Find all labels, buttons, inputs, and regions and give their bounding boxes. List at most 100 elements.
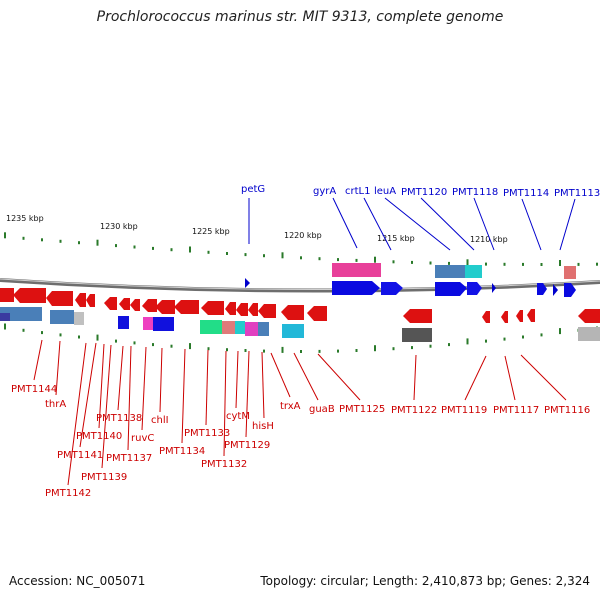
gene-box[interactable]	[402, 328, 432, 342]
gene-arrow[interactable]	[527, 309, 535, 322]
gene-label-guaB[interactable]: guaB	[309, 404, 335, 415]
gene-label-chlI[interactable]: chlI	[151, 415, 169, 426]
gene-box[interactable]	[235, 321, 245, 334]
gene-arrow[interactable]	[13, 288, 46, 303]
gene-arrow[interactable]	[403, 309, 432, 323]
scale-tick	[207, 347, 210, 351]
gene-arrow[interactable]	[281, 305, 304, 320]
gene-box[interactable]	[74, 312, 84, 325]
scale-tick	[540, 333, 543, 337]
gene-arrow[interactable]	[104, 297, 117, 310]
gene-arrow[interactable]	[578, 309, 600, 323]
gene-label-PMT1139[interactable]: PMT1139	[81, 472, 127, 483]
gene-label-PMT1137[interactable]: PMT1137	[106, 453, 152, 464]
gene-box[interactable]	[435, 265, 465, 278]
gene-label-PMT1113[interactable]: PMT1113	[554, 188, 600, 199]
gene-arrow-PMT1120[interactable]	[467, 282, 482, 295]
gene-arrow[interactable]	[236, 303, 248, 316]
gene-label-PMT1116[interactable]: PMT1116	[544, 405, 590, 416]
gene-box[interactable]	[332, 263, 381, 277]
genome-backbone	[0, 278, 600, 293]
gene-arrow[interactable]	[75, 293, 86, 307]
scale-tick	[22, 328, 25, 332]
gene-arrow[interactable]	[130, 299, 140, 311]
scale-tick	[41, 331, 43, 335]
gene-label-ruvC[interactable]: ruvC	[131, 433, 154, 444]
gene-arrow[interactable]	[0, 288, 14, 302]
gene-arrow[interactable]	[225, 302, 236, 315]
gene-label-PMT1141[interactable]: PMT1141	[57, 450, 103, 461]
gene-label-PMT1140[interactable]: PMT1140	[76, 431, 122, 442]
gene-box[interactable]	[564, 266, 576, 279]
gene-label-leuA[interactable]: leuA	[374, 186, 396, 197]
gene-label-PMT1129[interactable]: PMT1129	[224, 440, 270, 451]
gene-arrow-PMT1113[interactable]	[553, 284, 558, 296]
gene-arrow-PMT1114[interactable]	[537, 283, 547, 295]
gene-label-hisH[interactable]: hisH	[252, 421, 274, 432]
gene-arrow[interactable]	[201, 301, 224, 315]
gene-box[interactable]	[245, 322, 258, 336]
reverse-strand	[0, 288, 600, 342]
gene-label-PMT1117[interactable]: PMT1117	[493, 405, 539, 416]
gene-box[interactable]	[143, 317, 153, 330]
gene-label-cytM[interactable]: cytM	[226, 411, 250, 422]
gene-arrow[interactable]	[46, 291, 73, 306]
gene-arrow[interactable]	[307, 306, 327, 321]
gene-label-PMT1138[interactable]: PMT1138	[96, 413, 142, 424]
scale-tick	[59, 239, 62, 243]
scale-tick	[300, 350, 302, 353]
gene-arrow[interactable]	[248, 303, 258, 316]
gene-arrow[interactable]	[86, 294, 95, 307]
gene-label-trxA[interactable]: trxA	[280, 401, 301, 412]
gene-box[interactable]	[465, 265, 482, 278]
gene-box[interactable]	[258, 322, 269, 336]
gene-arrow-crtL1[interactable]	[381, 282, 403, 295]
gene-arrow[interactable]	[258, 304, 276, 318]
scale-tick	[170, 248, 173, 252]
gene-arrow-gyrA[interactable]	[332, 281, 380, 295]
gene-label-PMT1125[interactable]: PMT1125	[339, 404, 385, 415]
gene-box[interactable]	[200, 320, 222, 334]
scale-tick	[374, 345, 376, 352]
gene-label-PMT1144[interactable]: PMT1144	[11, 384, 57, 395]
scale-tick	[96, 334, 99, 341]
gene-box[interactable]	[578, 327, 600, 341]
gene-label-PMT1114[interactable]: PMT1114	[503, 188, 549, 199]
gene-label-PMT1142[interactable]: PMT1142	[45, 488, 91, 499]
scale-tick	[466, 259, 469, 266]
gene-box[interactable]	[222, 321, 235, 334]
gene-label-PMT1118[interactable]: PMT1118	[452, 187, 498, 198]
scale-tick	[207, 250, 210, 254]
gene-box[interactable]	[153, 317, 174, 331]
gene-label-PMT1122[interactable]: PMT1122	[391, 405, 437, 416]
gene-label-PMT1133[interactable]: PMT1133	[184, 428, 230, 439]
gene-box[interactable]	[282, 324, 304, 338]
gene-box[interactable]	[118, 316, 129, 329]
gene-arrow[interactable]	[501, 311, 508, 323]
gene-box[interactable]	[50, 310, 74, 324]
gene-label-petG[interactable]: petG	[241, 184, 265, 195]
gene-label-PMT1134[interactable]: PMT1134	[159, 446, 205, 457]
gene-label-PMT1132[interactable]: PMT1132	[201, 459, 247, 470]
gene-label-PMT1119[interactable]: PMT1119	[441, 405, 487, 416]
scale-tick	[300, 256, 302, 260]
gene-label-PMT1120[interactable]: PMT1120	[401, 187, 447, 198]
gene-arrow-petG[interactable]	[245, 278, 250, 288]
gene-arrow-leuA[interactable]	[435, 282, 467, 296]
gene-arrow[interactable]	[119, 298, 130, 310]
scale-tick	[189, 246, 191, 253]
gene-label-gyrA[interactable]: gyrA	[313, 186, 336, 197]
gene-box[interactable]	[0, 307, 42, 321]
scale-tick	[318, 257, 321, 261]
gene-arrow[interactable]	[564, 283, 576, 297]
gene-arrow-PMT1118[interactable]	[492, 283, 496, 293]
gene-arrow[interactable]	[516, 310, 523, 322]
gene-arrow[interactable]	[174, 300, 199, 314]
gene-arrow[interactable]	[482, 311, 490, 323]
gene-box[interactable]	[0, 313, 10, 321]
gene-label-thrA[interactable]: thrA	[45, 399, 66, 410]
gene-arrow[interactable]	[142, 299, 157, 312]
gene-arrow[interactable]	[155, 300, 175, 314]
gene-label-crtL1[interactable]: crtL1	[345, 186, 370, 197]
scale-tick	[448, 343, 450, 347]
